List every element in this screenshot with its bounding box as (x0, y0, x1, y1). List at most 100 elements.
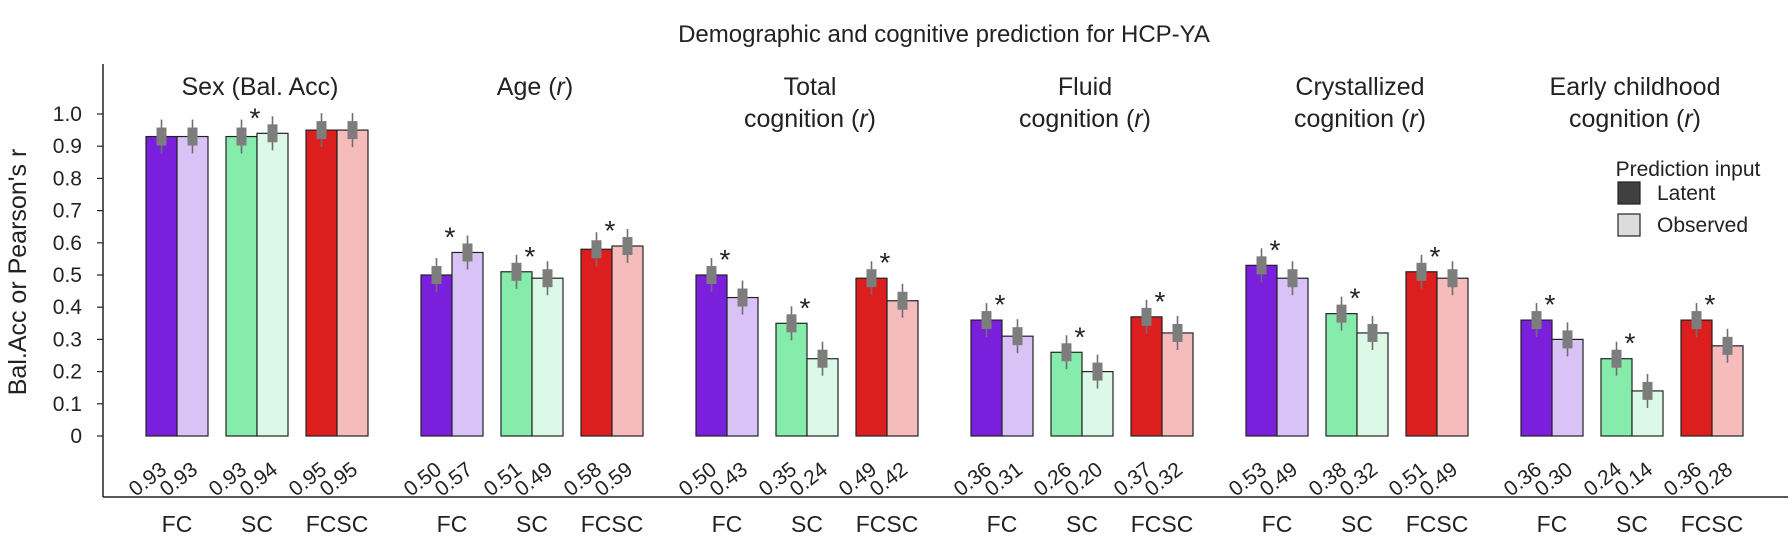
error-box (1141, 307, 1152, 326)
plot-area: 0 0.1 0.2 0.3 0.4 0.5 0.6 0.7 0.8 0.9 1.0 Sex (Bal.… (53, 64, 1788, 537)
error-box (1172, 323, 1183, 342)
legend-swatch (1617, 213, 1641, 237)
bar-latent (1520, 319, 1553, 437)
y-tick-label: 0.9 (53, 135, 82, 158)
bar-latent (420, 274, 453, 437)
error-box (1611, 349, 1622, 368)
significance-marker: * (1350, 283, 1361, 314)
value-label: 0.43 (706, 458, 752, 501)
value-label: 0.24 (786, 458, 833, 501)
value-label: 0.42 (866, 458, 912, 501)
significance-marker: * (720, 244, 731, 275)
error-box (1012, 327, 1023, 346)
bar-latent (775, 322, 808, 437)
error-box (737, 288, 748, 307)
x-category-label: SC (1616, 511, 1648, 537)
value-label: 0.32 (1336, 458, 1382, 501)
error-box (187, 127, 198, 146)
bar-observed (336, 129, 369, 437)
bar-latent (1680, 319, 1713, 437)
x-category-label: FC (987, 511, 1018, 537)
error-box (347, 121, 358, 140)
panel-title: cognition (r) (1294, 105, 1426, 133)
value-label: 0.30 (1531, 458, 1577, 501)
significance-marker: * (605, 215, 616, 246)
value-label: 0.94 (236, 458, 283, 501)
bar-observed (256, 132, 289, 437)
bar-observed (1276, 277, 1309, 437)
significance-marker: * (1545, 289, 1556, 320)
significance-marker: * (445, 221, 456, 252)
significance-marker: * (1705, 289, 1716, 320)
error-box (511, 262, 522, 281)
y-tick-label: 0 (70, 425, 82, 448)
bar-observed (1436, 277, 1469, 437)
error-box (1722, 336, 1733, 355)
x-category-label: FCSC (1681, 511, 1744, 537)
bar-observed (451, 251, 484, 437)
value-label: 0.32 (1141, 458, 1187, 501)
error-box (591, 240, 602, 259)
y-tick-label: 0.5 (53, 264, 82, 287)
error-box (462, 243, 473, 262)
bar-latent (145, 135, 178, 437)
significance-marker: * (250, 102, 261, 133)
bar-latent (500, 271, 533, 437)
bar-latent (225, 135, 258, 437)
bar-latent (1405, 271, 1438, 437)
bar-latent (580, 248, 613, 437)
value-label: 0.49 (1416, 458, 1462, 501)
error-box (1447, 269, 1458, 288)
legend-title: Prediction input (1616, 158, 1761, 181)
significance-marker: * (1625, 328, 1636, 359)
value-label: 0.20 (1061, 458, 1107, 501)
error-box (236, 127, 247, 146)
significance-marker: * (995, 289, 1006, 320)
bar-latent (1325, 313, 1358, 437)
value-label: 0.59 (591, 458, 637, 501)
error-box (1642, 381, 1653, 400)
value-label: 0.49 (1256, 458, 1302, 501)
error-box (316, 121, 327, 140)
bar-observed (531, 277, 564, 437)
panel-title: Crystallized (1295, 73, 1424, 101)
significance-marker: * (1270, 234, 1281, 265)
bar-observed (1081, 371, 1114, 437)
error-box (981, 311, 992, 330)
value-label: 0.14 (1611, 458, 1658, 501)
error-box (1336, 304, 1347, 323)
bar-observed (726, 296, 759, 437)
error-box (817, 349, 828, 368)
x-category-label: SC (516, 511, 548, 537)
x-category-label: FCSC (1406, 511, 1469, 537)
significance-marker: * (800, 292, 811, 323)
error-box (1061, 343, 1072, 362)
panel-title: Sex (Bal. Acc) (182, 73, 339, 101)
y-tick-label: 0.6 (53, 232, 82, 255)
y-tick-label: 0.7 (53, 200, 82, 223)
y-tick-label: 0.3 (53, 328, 82, 351)
legend-entry-label: Observed (1657, 214, 1748, 237)
bar-latent (695, 274, 728, 437)
bar-latent (1245, 264, 1278, 437)
error-box (866, 269, 877, 288)
y-tick-label: 0.1 (53, 393, 82, 416)
x-category-label: SC (1066, 511, 1098, 537)
x-category-label: FCSC (306, 511, 369, 537)
bar-latent (1130, 316, 1163, 437)
significance-marker: * (1430, 241, 1441, 272)
value-label: 0.28 (1691, 458, 1737, 501)
y-tick-label: 0.8 (53, 167, 82, 190)
x-category-label: FCSC (581, 511, 644, 537)
error-box (786, 314, 797, 333)
x-category-label: FC (1537, 511, 1568, 537)
x-category-label: FC (437, 511, 468, 537)
x-category-label: SC (1341, 511, 1373, 537)
error-box (1562, 330, 1573, 349)
error-box (1092, 362, 1103, 381)
x-category-label: FCSC (856, 511, 919, 537)
error-box (1531, 311, 1542, 330)
y-tick-label: 0.4 (53, 296, 83, 319)
